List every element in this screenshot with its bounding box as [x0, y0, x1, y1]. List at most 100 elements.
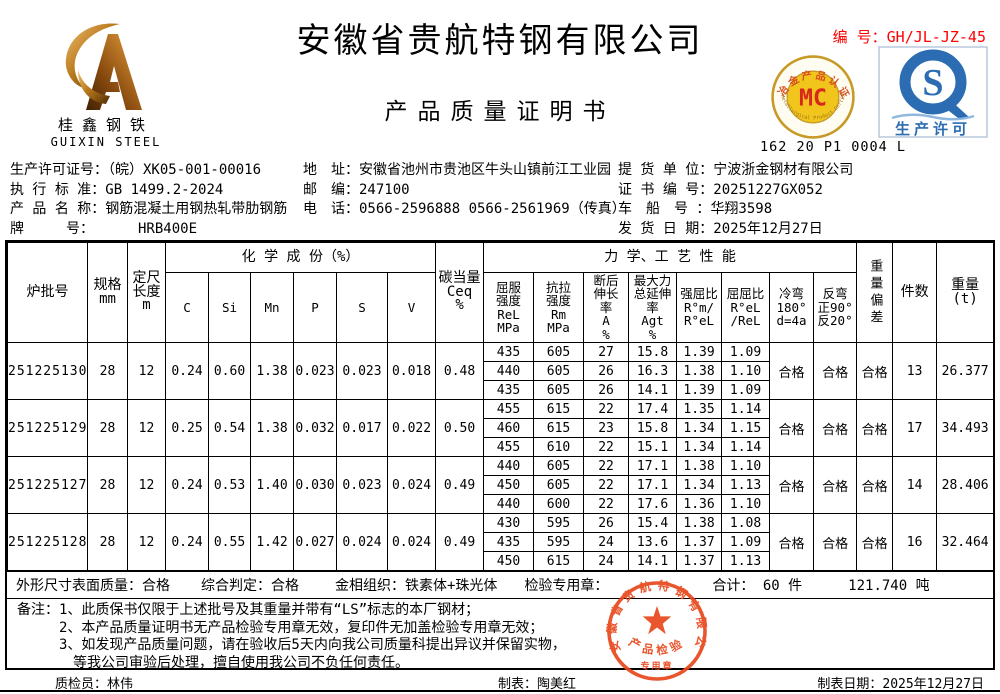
table-row: 460 615 23 15.8 1.34 1.15 [8, 418, 994, 438]
col-header-tensile: 抗拉 强度 Rm MPa [533, 272, 585, 343]
table-cell: 0.49 [435, 456, 485, 514]
table-cell: 22 [583, 494, 630, 514]
table-cell: 0.023 [293, 342, 337, 400]
table-cell: 合格 [856, 342, 894, 400]
table-cell: 1.14 [721, 437, 771, 457]
table-body: 251225130 28 12 0.24 0.60 1.38 0.023 0.023 0.018… [7, 342, 995, 571]
table-cell: 0.032 [293, 399, 337, 457]
table-cell: 12 [127, 513, 166, 571]
table-cell: 455 [483, 399, 535, 419]
table-cell: 24 [583, 551, 630, 571]
table-cell: 0.54 [208, 399, 251, 457]
table-cell: 合格 [813, 342, 858, 400]
remarks-block: 备注： 1、此质保书仅限于上述批号及其重量并带有“LS”标志的本厂钢材； 2、本… [7, 598, 993, 672]
table-row: 455 610 22 15.1 1.34 1.14 [8, 437, 994, 457]
inspection-stamp-label: 检验专用章： [524, 578, 609, 594]
mc-certification-badge: 冶金产品认证 Metallurgical Product Certificati… [768, 50, 858, 144]
standard-line: 执 行 标 准：GB 1499.2-2024 [10, 181, 287, 201]
table-row: 435 605 26 14.1 1.39 1.09 [8, 380, 994, 400]
vehicle-label: 车 船 号 ： [618, 201, 711, 217]
table-cell: 440 [483, 494, 535, 514]
metallographic-structure: 金相组织：铁素体+珠光体 [335, 578, 498, 594]
table-cell: 0.49 [435, 513, 485, 571]
table-cell: 605 [533, 475, 585, 495]
table-cell: 435 [483, 532, 535, 552]
table-cell: 34.493 [936, 399, 995, 457]
col-header-p: P [293, 272, 337, 343]
table-cell: 合格 [813, 399, 858, 457]
table-cell: 16 [892, 513, 938, 571]
standard-value: GB 1499.2-2024 [105, 181, 224, 198]
table-cell: 0.023 [336, 456, 388, 514]
info-column-right: 提 货 单 位：宁波浙金钢材有限公司 证 书 编 号：20251227GX052… [618, 161, 853, 239]
col-header-agt: 最大力 总延伸 率 Agt % [628, 272, 678, 343]
logo-name-cn: 桂鑫钢铁 [57, 116, 154, 134]
group-header-chemical: 化 学 成 份（%） [164, 242, 437, 273]
address-label: 地 址： [303, 162, 359, 178]
table-cell: 440 [483, 456, 535, 476]
table-cell: 1.10 [721, 456, 771, 476]
table-cell: 1.38 [676, 456, 723, 476]
prepared-by: 制表：陶美红 [498, 677, 577, 692]
table-cell: 17 [892, 399, 938, 457]
table-cell: 1.38 [676, 513, 723, 533]
table-cell: 0.60 [208, 342, 251, 400]
table-cell: 合格 [769, 342, 815, 400]
table-cell: 615 [533, 399, 585, 419]
table-cell: 合格 [769, 399, 815, 457]
vehicle-line: 车 船 号 ：华翔3598 [618, 200, 853, 220]
col-header-rel-rel: 屈屈比 R°eL /ReL [721, 272, 771, 343]
table-cell: 22 [583, 437, 630, 457]
table-row: 251225130 28 12 0.24 0.60 1.38 0.023 0.023 0.018… [7, 342, 995, 400]
table-cell: 251225127 [7, 456, 88, 514]
table-cell: 14.1 [628, 551, 678, 571]
table-cell: 32.464 [936, 513, 995, 571]
logo-name-en: GUIXIN STEEL [50, 135, 162, 149]
table-row: 251225128 28 12 0.24 0.55 1.42 0.027 0.024 0.024… [7, 513, 995, 571]
weight-deviation-label: 重量偏差 [867, 258, 883, 327]
table-cell: 1.36 [676, 494, 723, 514]
col-header-yield: 屈服 强度 ReL MPa [483, 272, 535, 343]
table-cell: 0.024 [336, 513, 388, 571]
table-cell: 0.023 [336, 342, 388, 400]
table-cell: 610 [533, 437, 585, 457]
table-cell: 430 [483, 513, 535, 533]
table-cell: 26 [583, 380, 630, 400]
mc-badge-icon: 冶金产品认证 Metallurgical Product Certificati… [768, 50, 855, 139]
table-cell: 17.4 [628, 399, 678, 419]
table-cell: 22 [583, 456, 630, 476]
qc-inspector: 质检员：林伟 [55, 677, 134, 692]
table-cell: 15.8 [628, 342, 678, 362]
table-cell: 26.377 [936, 342, 995, 400]
table-cell: 455 [483, 437, 535, 457]
page-subtitle: 产品质量证明书 [384, 99, 616, 125]
mc-certificate-code: 162 20 P1 0004 L [760, 139, 907, 155]
table-cell: 1.15 [721, 418, 771, 438]
table-cell: 615 [533, 418, 585, 438]
qs-label: 生产许可 [895, 120, 971, 138]
footer-bar: 质检员：林伟 制表：陶美红 制表日期：2025年12月27日 [0, 670, 1000, 692]
col-header-spec: 规格 mm [87, 242, 128, 343]
table-cell: 0.022 [386, 399, 437, 457]
table-cell: 251225128 [7, 513, 88, 571]
company-logo: 桂鑫钢铁 GUIXIN STEEL [36, 20, 176, 149]
col-header-weight: 重量 (t) [936, 242, 995, 343]
table-cell: 0.24 [165, 342, 209, 400]
summary-row: 外形尺寸表面质量：合格 综合判定：合格 金相组织：铁素体+珠光体 检验专用章： … [7, 571, 993, 598]
table-cell: 17.1 [628, 475, 678, 495]
table-cell: 17.6 [628, 494, 678, 514]
remark-line-3: 3、如发现产品质量问题，请在验收后5天内向我公司质量科提出异议并保留实物， [59, 637, 566, 653]
remark-line-4: 等我公司审验后处理，擅自使用我公司不负任何责任。 [73, 654, 409, 671]
table-cell: 0.027 [293, 513, 337, 571]
table-cell: 435 [483, 342, 535, 362]
total-weight: 121.740 吨 [848, 578, 930, 594]
info-column-middle: 地 址：安徽省池州市贵池区牛头山镇前江工业园 邮 编：247100 电 话：05… [303, 161, 626, 220]
remark-line-1: 1、此质保书仅限于上述批号及其重量并带有“LS”标志的本厂钢材； [59, 602, 480, 618]
table-cell: 13.6 [628, 532, 678, 552]
table-cell: 28 [87, 342, 128, 400]
consignee-line: 提 货 单 位：宁波浙金钢材有限公司 [618, 161, 853, 181]
license-no-value: （皖）XK05-001-00016 [108, 162, 262, 178]
table-cell: 15.8 [628, 418, 678, 438]
ship-date-line: 发 货 日 期：2025年12月27日 [618, 220, 853, 240]
zip-label: 邮 编： [303, 181, 359, 198]
